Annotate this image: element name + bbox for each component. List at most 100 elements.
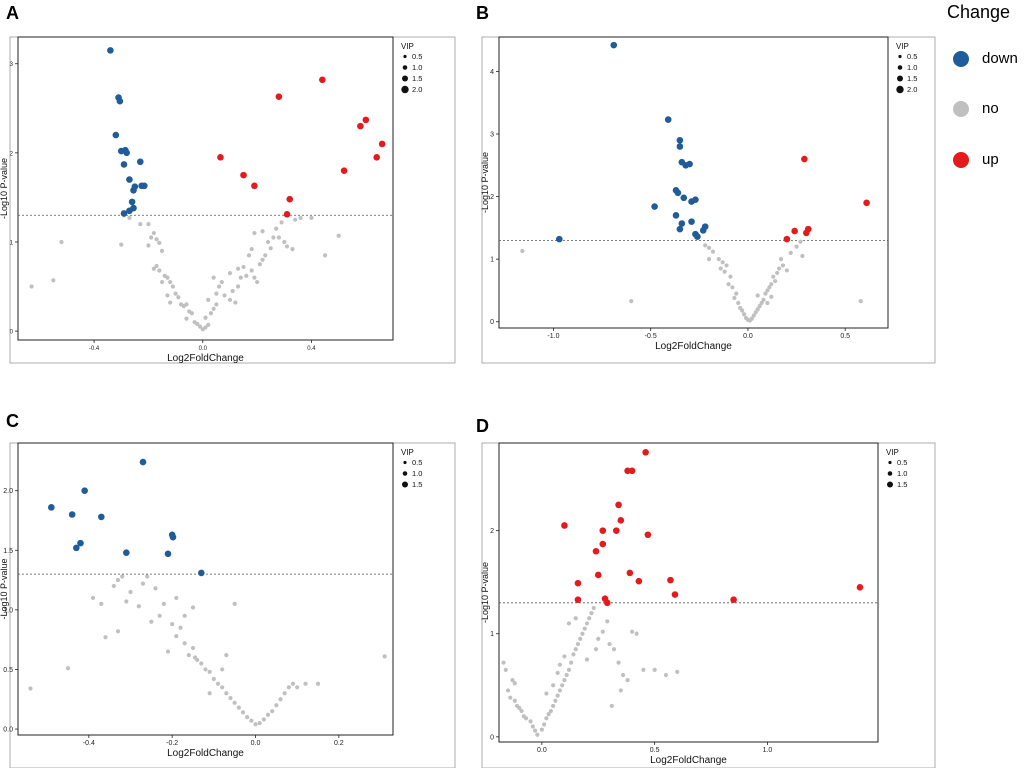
- panel-d-point-no: [553, 698, 558, 703]
- panel-a-point-down: [141, 182, 148, 190]
- panel-d-point-up: [671, 591, 679, 598]
- panel-b-point-no: [751, 313, 756, 318]
- panel-a-point-no: [282, 239, 287, 245]
- panel-a-point-up: [240, 171, 247, 179]
- panel-b-point-down: [694, 233, 701, 240]
- panel-c-point-no: [382, 654, 387, 659]
- panel-b-point-no: [780, 263, 786, 268]
- panel-d-point-no: [611, 647, 617, 652]
- panel-c-point-no: [145, 574, 150, 579]
- panel-b-point-up: [863, 199, 870, 207]
- panel-d-point-no: [562, 678, 567, 683]
- legend-swatch-down: [953, 51, 969, 67]
- panel-d-ytick-label: 2: [490, 528, 494, 535]
- panel-c-point-down: [98, 513, 105, 521]
- panel-d-point-no: [578, 636, 583, 641]
- panel-a-point-no: [309, 215, 314, 221]
- panel-b-ytick-label: 1: [490, 257, 494, 264]
- panel-b-point-no: [798, 239, 803, 244]
- panel-c-point-no: [228, 695, 233, 701]
- panel-a-point-no: [149, 235, 154, 240]
- panel-d-point-up: [613, 527, 620, 534]
- panel-a-ytick-label: 1: [10, 240, 14, 246]
- panel-b-point-no: [769, 282, 774, 287]
- panel-d-point-up: [635, 577, 643, 585]
- legend-label-no: no: [982, 100, 999, 117]
- panel-c-vip-title: VIP: [401, 448, 414, 457]
- panel-d-point-no: [501, 660, 506, 665]
- panel-d-point-no: [634, 631, 639, 636]
- panel-c-vip-swatch: [402, 471, 408, 476]
- panel-b-point-no: [773, 278, 778, 284]
- panel-b-point-no: [771, 274, 776, 279]
- panel-b-point-down: [699, 227, 707, 234]
- panel-c-ytick-label: 2.0: [3, 488, 13, 495]
- panel-d-point-up: [594, 571, 602, 579]
- panel-b-point-no: [520, 248, 525, 254]
- panel-c-ytick-label: 1.5: [3, 548, 13, 555]
- panel-a-point-no: [165, 293, 170, 298]
- panel-c-point-no: [136, 604, 141, 609]
- panel-b-vip-swatch: [897, 75, 903, 82]
- panel-c-point-no: [178, 625, 183, 630]
- panel-a-point-no: [184, 302, 189, 307]
- panel-c-point-no: [111, 583, 116, 589]
- legend-title: Change: [947, 2, 1010, 22]
- panel-d-point-no: [512, 681, 517, 686]
- panel-c-point-no: [232, 601, 237, 606]
- panel-b-point-no: [724, 263, 729, 268]
- panel-c-ytick-label: 0.5: [3, 667, 13, 674]
- panel-b-xtick-label: 0.0: [743, 333, 753, 340]
- panel-d-point-no: [593, 647, 599, 652]
- panel-b-point-no: [769, 294, 774, 299]
- panel-b-point-no: [800, 253, 805, 259]
- panel-letter-b: B: [476, 3, 489, 23]
- panel-a-point-no: [59, 239, 64, 245]
- panel-a-vip-title: VIP: [401, 42, 414, 51]
- panel-c-point-no: [286, 685, 291, 690]
- panel-d-point-no: [591, 605, 596, 611]
- panel-b-ytick-label: 2: [490, 194, 494, 201]
- panel-b: -1.0 -0.5 0.0 0.5 0 1 2 3 4 Log2FoldChange -Log10 …: [480, 36, 936, 364]
- panel-d-frame: [481, 442, 936, 768]
- panel-d-point-up: [628, 467, 636, 475]
- panel-d-point-no: [530, 724, 535, 729]
- panel-a-point-no: [336, 233, 341, 238]
- panel-b-point-no: [753, 310, 758, 315]
- panel-c-point-no: [199, 661, 204, 666]
- panel-a-point-no: [276, 235, 281, 240]
- panel-c-point-no: [182, 613, 187, 618]
- panel-b-point-no: [775, 270, 780, 276]
- panel-a-point-no: [236, 284, 241, 289]
- panel-d-point-no: [609, 703, 614, 709]
- panel-c-point-no: [149, 619, 154, 624]
- panel-a-point-no: [203, 325, 208, 330]
- panel-a-point-no: [168, 279, 173, 285]
- panel-b-point-no: [767, 285, 772, 290]
- panel-d-point-no: [573, 616, 578, 621]
- panel-a-point-no: [154, 237, 159, 242]
- panel-d-point-no: [528, 719, 533, 724]
- panel-b-point-no: [765, 300, 770, 306]
- panel-c-point-no: [215, 681, 221, 686]
- panel-c-ytick-label: 1.0: [3, 607, 13, 614]
- panel-c-vip-label: 1.0: [412, 469, 422, 478]
- panel-d-point-no: [616, 660, 621, 665]
- panel-b-point-down: [680, 194, 688, 202]
- panel-b-point-down: [688, 198, 695, 205]
- panel-a-point-no: [154, 263, 159, 269]
- panel-b-point-no: [761, 297, 766, 302]
- panel-a-point-no: [211, 275, 216, 280]
- panel-c-point-no: [192, 655, 198, 660]
- panel-a-point-no: [246, 253, 252, 258]
- panel-d-point-no: [582, 626, 587, 631]
- panel-b-xtick-label: -0.5: [645, 333, 657, 340]
- panel-a-xtick-label: -0.4: [89, 346, 100, 352]
- panel-d-point-up: [730, 596, 737, 604]
- panel-b-point-no: [703, 243, 708, 248]
- panel-b-point-down: [610, 41, 618, 49]
- panel-a-point-no: [208, 311, 214, 316]
- panel-d-point-up: [599, 540, 607, 548]
- panel-b-vip-label: 0.5: [907, 52, 917, 61]
- panel-c-point-no: [65, 666, 71, 671]
